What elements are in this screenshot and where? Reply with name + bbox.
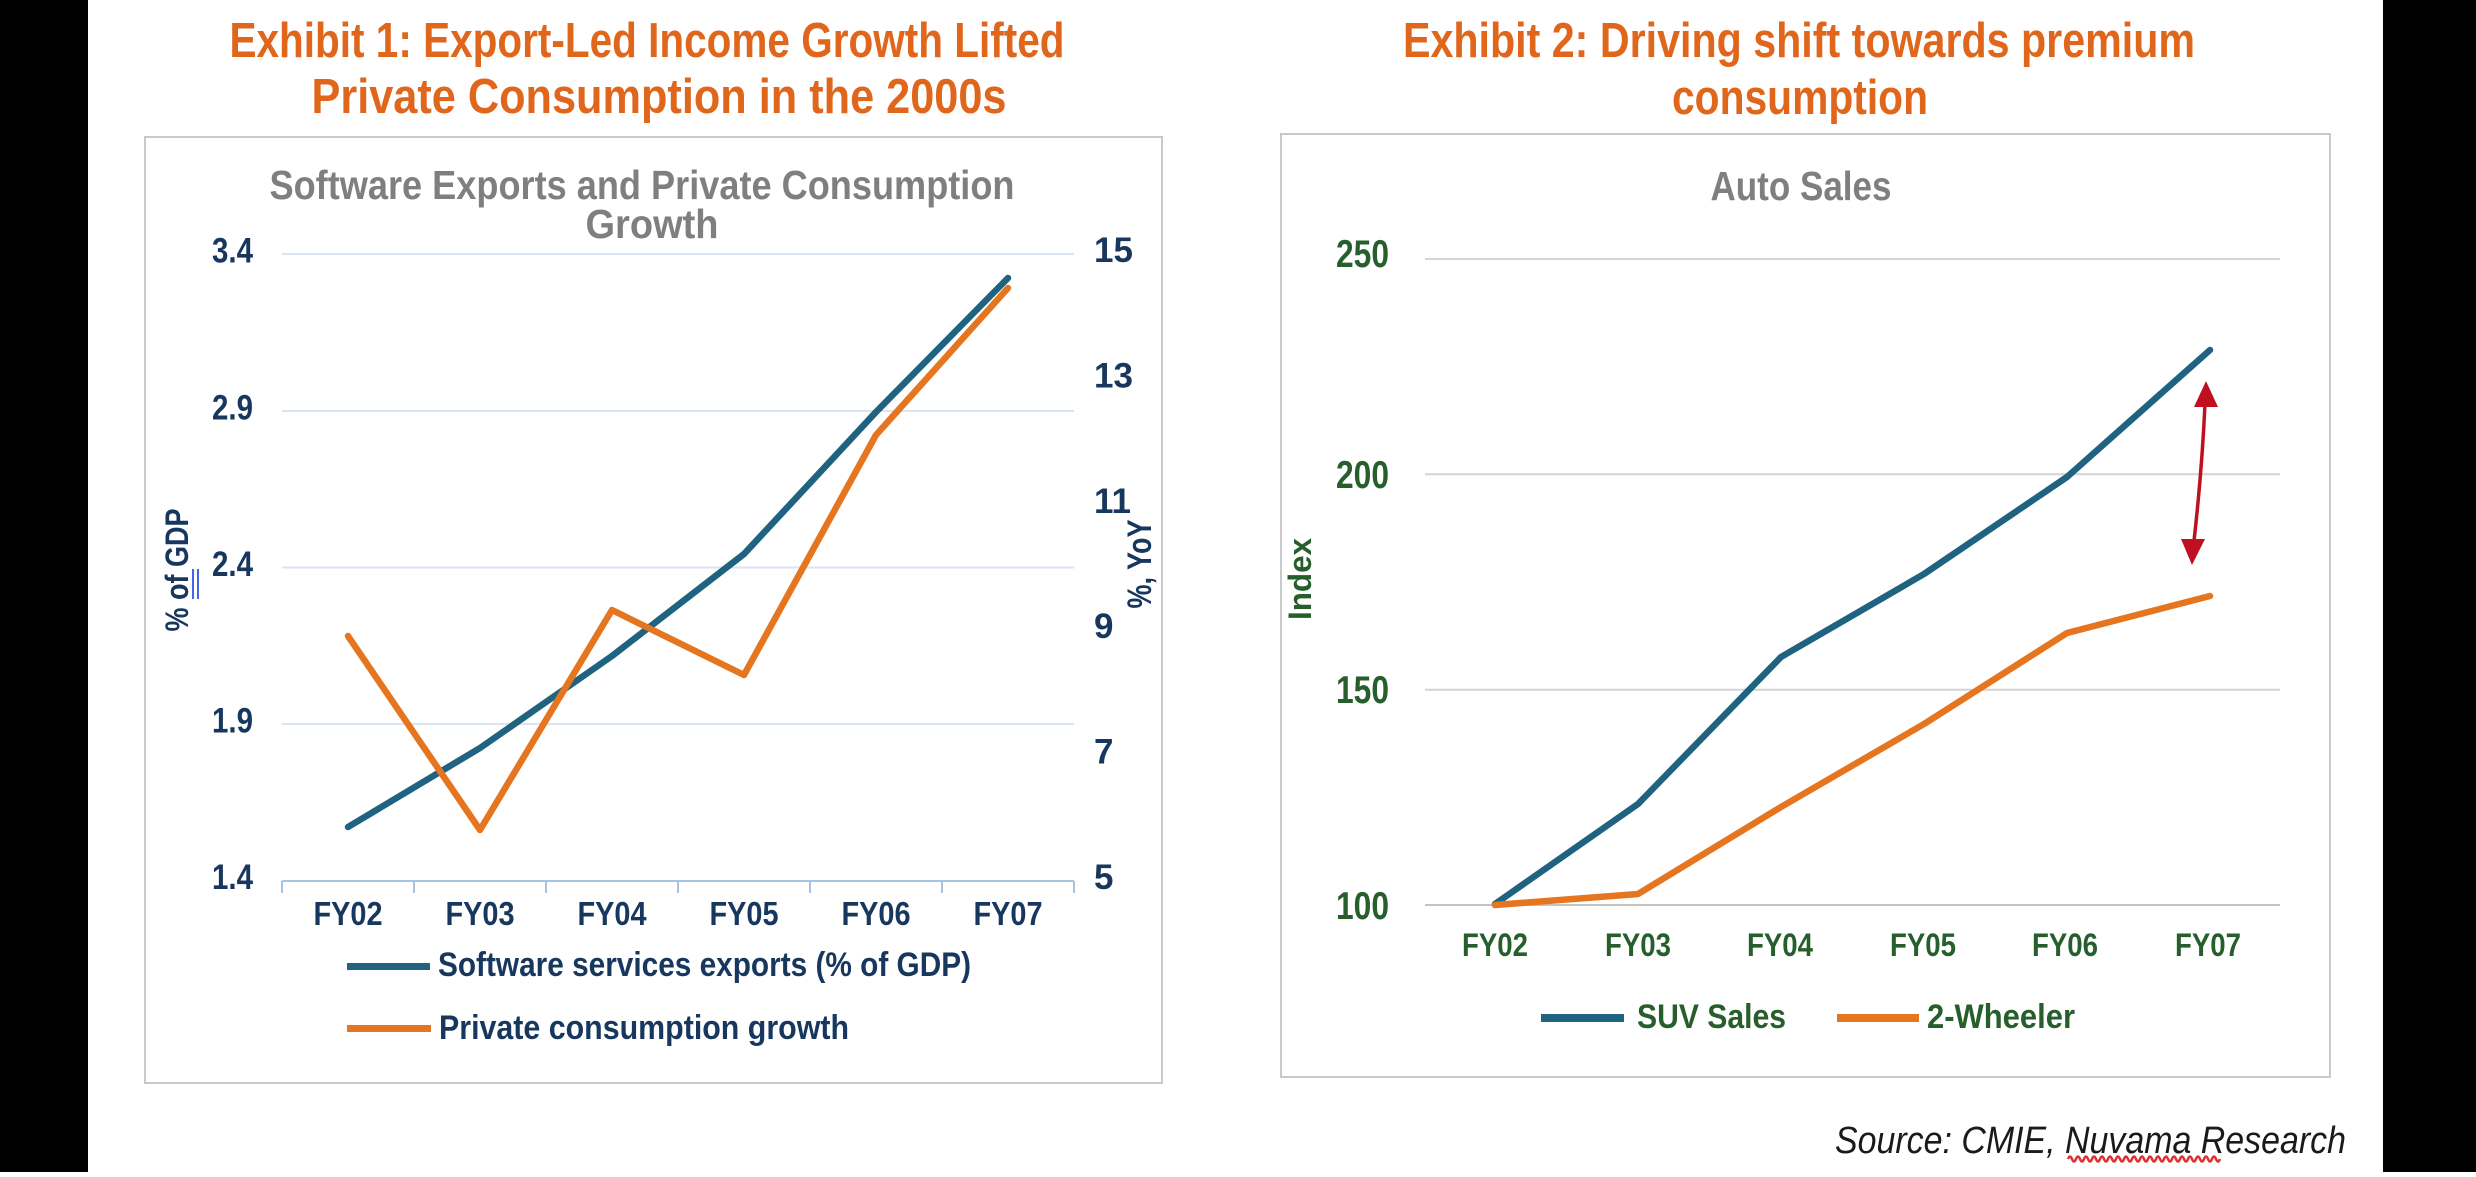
svg-text:consumption: consumption	[1672, 71, 1928, 125]
svg-text:% of GDP: % of GDP	[159, 509, 195, 632]
svg-text:5: 5	[1094, 858, 1113, 897]
svg-text:Exhibit 2: Driving shift towar: Exhibit 2: Driving shift towards premium	[1403, 14, 2195, 68]
svg-text:Index: Index	[1282, 538, 1318, 620]
svg-text:FY04: FY04	[1747, 927, 1813, 963]
svg-text:3.4: 3.4	[212, 232, 253, 271]
svg-text:100: 100	[1336, 885, 1389, 928]
svg-text:FY06: FY06	[2032, 927, 2098, 963]
svg-text:250: 250	[1336, 233, 1389, 276]
svg-text:Growth: Growth	[586, 201, 719, 247]
svg-text:FY03: FY03	[1605, 927, 1671, 963]
svg-text:Private consumption growth: Private consumption growth	[439, 1009, 849, 1047]
svg-text:Software Exports and Private C: Software Exports and Private Consumption	[270, 162, 1015, 208]
svg-text:7: 7	[1094, 733, 1113, 772]
svg-text:9: 9	[1094, 607, 1113, 646]
svg-text:FY05: FY05	[710, 895, 779, 932]
svg-text:FY07: FY07	[974, 895, 1043, 932]
svg-text:2.9: 2.9	[212, 389, 253, 428]
svg-text:2.4: 2.4	[212, 545, 253, 584]
svg-text:Private Consumption in the 200: Private Consumption in the 2000s	[312, 70, 1007, 124]
svg-text:FY06: FY06	[842, 895, 911, 932]
svg-text:200: 200	[1336, 454, 1389, 497]
svg-text:Auto Sales: Auto Sales	[1711, 163, 1892, 209]
svg-text:15: 15	[1094, 231, 1133, 270]
svg-text:FY02: FY02	[1462, 927, 1528, 963]
svg-text:2-Wheeler: 2-Wheeler	[1927, 998, 2075, 1036]
svg-text:Software services exports (% o: Software services exports (% of GDP)	[438, 946, 971, 984]
svg-text:1.9: 1.9	[212, 702, 253, 741]
svg-text:13: 13	[1094, 356, 1133, 395]
svg-text:FY07: FY07	[2175, 927, 2241, 963]
svg-text:11: 11	[1094, 482, 1131, 521]
svg-text:Exhibit 1: Export-Led Income G: Exhibit 1: Export-Led Income Growth Lift…	[230, 14, 1065, 68]
svg-text:%, YoY: %, YoY	[1121, 519, 1159, 608]
svg-text:FY04: FY04	[578, 895, 648, 932]
svg-text:FY03: FY03	[446, 895, 515, 932]
svg-text:Source: CMIE, Nuvama Research: Source: CMIE, Nuvama Research	[1835, 1120, 2346, 1162]
svg-text:FY05: FY05	[1890, 927, 1956, 963]
svg-text:FY02: FY02	[314, 895, 383, 932]
svg-text:150: 150	[1336, 669, 1389, 712]
svg-text:SUV Sales: SUV Sales	[1637, 998, 1786, 1036]
svg-text:1.4: 1.4	[212, 858, 253, 897]
